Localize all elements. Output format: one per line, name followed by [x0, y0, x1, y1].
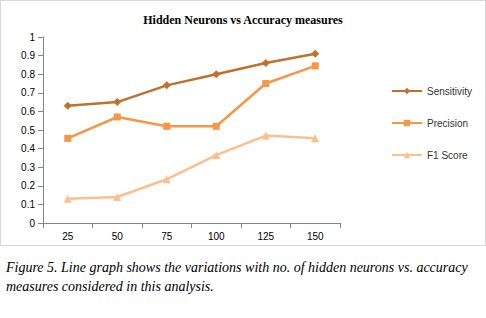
- svg-text:0.8: 0.8: [21, 69, 35, 80]
- svg-text:0.2: 0.2: [21, 180, 35, 191]
- svg-text:0.4: 0.4: [21, 143, 35, 154]
- svg-text:Hidden Neurons vs Accuracy mea: Hidden Neurons vs Accuracy measures: [143, 13, 343, 27]
- svg-text:Sensitivity: Sensitivity: [427, 86, 472, 97]
- svg-text:150: 150: [307, 231, 324, 242]
- svg-text:25: 25: [62, 231, 74, 242]
- svg-text:50: 50: [112, 231, 124, 242]
- html-text:Figure 5. Line graph shows the: Figure 5. Line graph shows the variation…: [6, 260, 468, 294]
- svg-text:Precision: Precision: [427, 118, 468, 129]
- svg-text:0.3: 0.3: [21, 162, 35, 173]
- svg-text:F1 Score: F1 Score: [427, 150, 468, 161]
- svg-text:0.7: 0.7: [21, 87, 35, 98]
- svg-text:75: 75: [161, 231, 173, 242]
- svg-text:125: 125: [257, 231, 274, 242]
- svg-text:100: 100: [208, 231, 225, 242]
- svg-text:0.5: 0.5: [21, 125, 35, 136]
- svg-text:0.6: 0.6: [21, 106, 35, 117]
- svg-text:0.1: 0.1: [21, 199, 35, 210]
- svg-text:1: 1: [29, 32, 35, 43]
- svg-text:0.9: 0.9: [21, 50, 35, 61]
- svg-text:0: 0: [29, 218, 35, 229]
